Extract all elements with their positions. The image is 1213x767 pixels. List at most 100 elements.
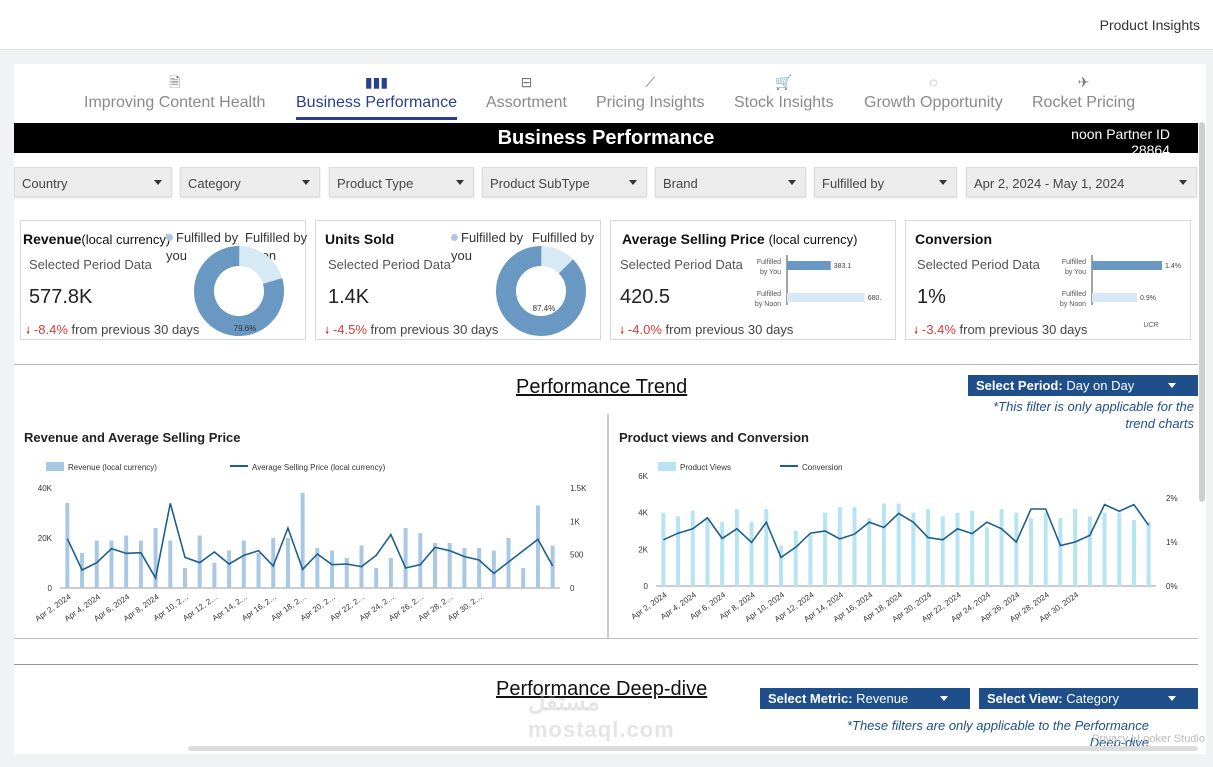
select-metric-value: Revenue <box>856 691 909 706</box>
bar <box>477 548 482 588</box>
chevron-down-icon <box>1179 180 1187 185</box>
legend-label: Conversion <box>802 463 842 472</box>
tab-stock-insights[interactable]: 🛒 Stock Insights <box>734 72 834 112</box>
select-view-value: Category <box>1066 691 1120 706</box>
bar <box>852 507 857 586</box>
filter-product-type[interactable]: Product Type <box>329 167 474 197</box>
select-metric-dropdown[interactable]: Select Metric: Revenue <box>760 688 970 709</box>
tab-label: Growth Opportunity <box>864 94 1003 111</box>
bar <box>491 550 496 588</box>
bar <box>168 540 173 588</box>
note-line: *This filter is only applicable for the <box>993 399 1194 414</box>
bar <box>955 512 960 586</box>
axis-label: UCR <box>1143 322 1158 329</box>
partner-id-value: 28864 <box>1131 142 1170 158</box>
legend-label: Average Selling Price (local currency) <box>252 463 386 472</box>
bar-chart-conversion: Fulfilled by You 1.4% Fulfilled by Noon 0.9% U… <box>1060 255 1181 329</box>
legend-label: Fulfilled by you <box>451 230 524 263</box>
donut-label: 79.6% <box>234 324 257 333</box>
bar <box>793 531 798 586</box>
legend-fulfilled-by-you: Fulfilled by you <box>166 229 244 265</box>
performance-deep-dive-title: Performance Deep-dive <box>496 678 708 700</box>
document-icon: 🗎 <box>169 74 181 90</box>
bar <box>1117 512 1122 586</box>
chevron-down-icon <box>940 696 948 701</box>
filter-label: Product Type <box>337 176 414 191</box>
footer-links: Privacy | Looker Studio <box>1092 733 1205 745</box>
filter-category[interactable]: Category <box>180 167 320 197</box>
filter-brand[interactable]: Brand <box>655 167 806 197</box>
bar <box>999 509 1004 586</box>
section-divider <box>14 364 1198 365</box>
tab-label: Pricing Insights <box>596 94 705 111</box>
bar <box>550 545 555 588</box>
select-metric-label: Select Metric: <box>768 691 853 706</box>
tab-business-performance[interactable]: ▮▮▮ Business Performance <box>296 72 457 120</box>
chevron-down-icon <box>1168 383 1176 388</box>
bar-chart-asp: Fulfilled by You 383.1 Fulfilled by Noon 680.… <box>755 255 881 308</box>
trend-filter-note: *This filter is only applicable for the … <box>894 398 1194 432</box>
bar <box>1092 293 1137 302</box>
bar <box>94 540 99 588</box>
bar <box>1092 261 1162 270</box>
tab-improving-content-health[interactable]: 🗎 Improving Content Health <box>84 72 265 112</box>
bar <box>984 527 989 586</box>
select-period-dropdown[interactable]: Select Period: Day on Day <box>968 375 1198 396</box>
tab-pricing-insights[interactable]: ⟋ Pricing Insights <box>596 72 705 112</box>
bar-value-label: 0.9% <box>1140 295 1156 302</box>
privacy-link[interactable]: Privacy <box>1092 733 1129 745</box>
y-right-tick-label: 1.5K <box>570 484 587 493</box>
filter-product-subtype[interactable]: Product SubType <box>482 167 647 197</box>
bar <box>462 548 467 588</box>
kpi-delta-text: from previous 30 days <box>665 322 794 337</box>
bar <box>1014 512 1019 586</box>
chevron-down-icon <box>629 180 637 185</box>
bar <box>1058 518 1063 586</box>
lightbulb-icon: ◌ <box>929 74 938 90</box>
chevron-down-icon <box>788 180 796 185</box>
chevron-down-icon <box>1168 696 1176 701</box>
tab-label: Improving Content Health <box>84 94 266 111</box>
filter-date-range[interactable]: Apr 2, 2024 - May 1, 2024 <box>966 167 1197 197</box>
vertical-scrollbar[interactable] <box>1199 122 1205 502</box>
bar <box>315 548 320 588</box>
chevron-down-icon <box>939 180 947 185</box>
bar <box>1029 518 1033 586</box>
bar <box>661 512 666 586</box>
kpi-unit: (local currency) <box>81 232 171 247</box>
horizontal-scrollbar[interactable] <box>188 746 1198 751</box>
y-right-tick-label: 0 <box>570 584 575 593</box>
bar-category-label: Fulfilled <box>757 291 781 298</box>
y-left-tick-label: 6K <box>638 472 648 481</box>
arrow-down-icon: 🠗 <box>914 326 919 337</box>
kpi-title: Average Selling Price (local currency) <box>622 231 857 247</box>
filter-country[interactable]: Country <box>14 167 172 197</box>
tab-rocket-pricing[interactable]: ✈ Rocket Pricing <box>1032 72 1135 112</box>
y-right-tick-label: 1K <box>570 517 580 526</box>
watermark-latin: mostaql.com <box>528 717 675 742</box>
bar <box>256 553 261 588</box>
kpi-subtitle: Selected Period Data <box>29 257 152 272</box>
bar-category-label: by You <box>760 269 781 276</box>
bar <box>881 503 886 586</box>
bar <box>271 538 276 588</box>
tab-growth-opportunity[interactable]: ◌ Growth Opportunity <box>864 72 1003 112</box>
tab-assortment[interactable]: ⊟ Assortment <box>486 72 567 112</box>
donut-chart-revenue: 79.6% <box>194 246 284 336</box>
kpi-title: Units Sold <box>325 231 395 247</box>
bar <box>330 550 335 588</box>
filter-fulfilled-by[interactable]: Fulfilled by <box>814 167 957 197</box>
bar-category-label: Fulfilled <box>1062 291 1086 298</box>
looker-studio-link[interactable]: Looker Studio <box>1137 733 1205 745</box>
section-divider <box>14 664 1198 665</box>
kpi-delta-percent: -3.4% <box>921 322 956 337</box>
bar <box>676 516 681 586</box>
kpi-delta-text: from previous 30 days <box>370 322 499 337</box>
select-view-dropdown[interactable]: Select View: Category <box>979 688 1198 709</box>
bar <box>940 516 945 586</box>
y-left-tick-label: 0 <box>644 582 649 591</box>
y-left-tick-label: 40K <box>38 484 53 493</box>
bar-value-label: 1.4% <box>1165 263 1181 270</box>
bar-category-label: Fulfilled <box>1062 259 1086 266</box>
chart-divider <box>607 414 609 638</box>
